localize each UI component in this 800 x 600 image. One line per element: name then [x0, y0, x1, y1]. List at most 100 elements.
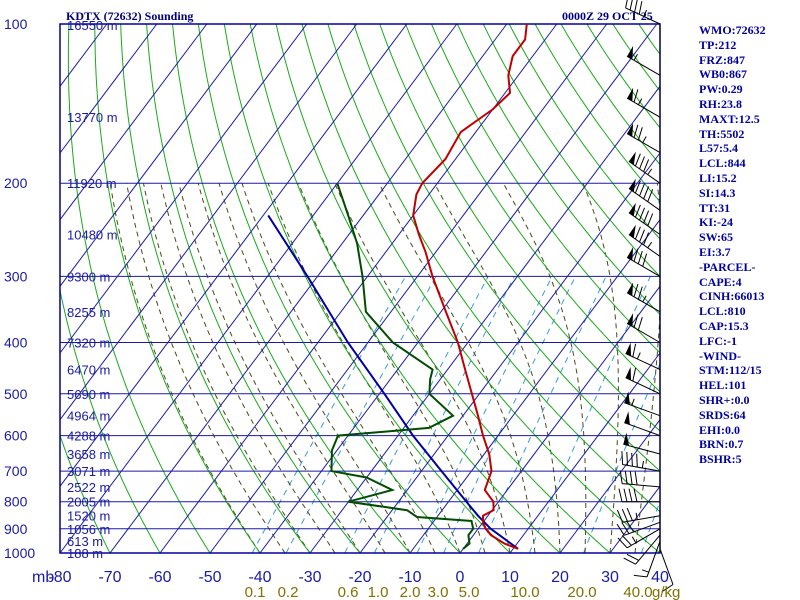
- wind-barb-staff: [626, 55, 661, 76]
- wind-barb-staff: [622, 483, 661, 488]
- wind-barb: [628, 178, 661, 211]
- wind-barb-flag: [639, 156, 645, 170]
- height-label: 3071 m: [67, 464, 110, 479]
- height-label: 16550 m: [67, 18, 118, 33]
- mixing-ratio-label: 3.0: [428, 584, 449, 600]
- wind-barb-flag: [618, 488, 623, 502]
- height-label: 9300 m: [67, 269, 110, 284]
- wind-barb-flag: [631, 452, 633, 467]
- temperature-tick-label: -60: [148, 569, 171, 586]
- sounding-index: KI:-24: [699, 215, 733, 230]
- isotherm-line: [109, 23, 508, 554]
- sounding-indices-panel: WMO:72632 TP:212 FRZ:847 WB0:867 PW:0.29 RH:2…: [699, 23, 766, 467]
- wind-barb-flag: [632, 367, 637, 382]
- isotherm-line: [59, 23, 408, 487]
- mixing-ratio-label: 40.0: [623, 584, 652, 600]
- height-label: 8255 m: [67, 305, 110, 320]
- sounding-index: EI:3.7: [699, 244, 731, 259]
- mixing-ratio-line: [285, 276, 437, 553]
- wind-barb-staff: [624, 402, 661, 417]
- sounding-datetime: 0000Z 29 OCT 25: [562, 9, 653, 23]
- dry-adiabat-line: [353, 24, 660, 472]
- wind-barb: [628, 151, 661, 184]
- sounding-index: RH:23.8: [699, 96, 742, 111]
- dry-adiabat-line: [146, 24, 361, 553]
- sounding-index: TT:31: [699, 200, 731, 215]
- dry-adiabat-line: [249, 24, 561, 553]
- wind-barb: [626, 123, 661, 154]
- wind-barb-flag: [647, 213, 654, 227]
- isotherm-line: [59, 23, 358, 421]
- mixing-ratio-label: 5.0: [459, 584, 480, 600]
- wind-barb-pennant: [628, 202, 636, 217]
- wind-barb-half-flag: [641, 569, 649, 573]
- height-label: 1056 m: [67, 522, 110, 537]
- temperature-tick-label: -80: [48, 569, 71, 586]
- wind-barb: [618, 488, 660, 503]
- mixing-ratio-label: 0.1: [245, 584, 266, 600]
- wind-barb-flag: [629, 471, 633, 485]
- wind-barb-staff: [628, 188, 661, 211]
- wind-barb-flag: [625, 520, 635, 533]
- wind-barb: [616, 520, 661, 536]
- wind-barb-staff: [626, 97, 661, 118]
- height-label: 5690 m: [67, 387, 110, 402]
- wind-barb-flag: [643, 186, 650, 199]
- moist-adiabat-line: [143, 183, 311, 553]
- height-label: 613 m: [67, 534, 103, 549]
- wind-barb-flag: [642, 253, 648, 267]
- wind-barb-flag: [643, 210, 650, 224]
- wind-barb-flag: [636, 453, 638, 468]
- dry-adiabat-line: [379, 24, 660, 432]
- wind-barb-pennant: [628, 151, 636, 165]
- isotherm-line: [409, 219, 661, 554]
- pressure-tick-label: 200: [4, 175, 28, 191]
- sounding-index: L57:5.4: [699, 141, 738, 156]
- moist-adiabat-line: [433, 182, 561, 553]
- wind-barb-half-flag: [647, 168, 653, 175]
- wind-barb-flag: [617, 537, 628, 549]
- dry-adiabat-line: [456, 24, 660, 316]
- sounding-index: EHI:0.0: [699, 422, 741, 437]
- wind-barb-flag: [634, 0, 638, 13]
- height-label: 11920 m: [67, 176, 117, 191]
- dewpoint-line: [330, 182, 475, 550]
- mixing-ratio-line: [478, 276, 607, 553]
- wind-barb-flag: [632, 343, 637, 358]
- wind-barb-staff: [626, 256, 661, 277]
- dry-adiabat-line: [60, 433, 111, 553]
- wind-barb-flag: [634, 180, 641, 194]
- dry-adiabat-line: [172, 24, 411, 553]
- sounding-index: PW:0.29: [699, 82, 743, 97]
- wind-barb-pennant: [627, 45, 634, 60]
- sounding-index: CINH:66013: [699, 289, 765, 304]
- wind-barb: [621, 451, 661, 472]
- dry-adiabat-line: [794, 24, 800, 553]
- wind-barb-flag: [639, 207, 645, 221]
- wind-barb-flag: [626, 553, 640, 561]
- wind-barb-pennant: [628, 224, 636, 239]
- wind-barb-flag: [624, 470, 628, 485]
- isotherm-line: [59, 23, 158, 154]
- dry-adiabat-line: [327, 24, 660, 513]
- wind-barb-staff: [622, 515, 661, 523]
- wind-barb-half-flag: [631, 398, 635, 406]
- wind-barb-flag: [637, 317, 643, 331]
- pressure-tick-label: 1000: [4, 545, 35, 561]
- wind-barb: [633, 541, 661, 578]
- isotherm-line: [259, 23, 658, 554]
- wind-barb: [628, 202, 661, 235]
- sounding-index: CAPE:4: [699, 274, 742, 289]
- mixing-ratio-line: [373, 276, 515, 553]
- sounding-index: WMO:72632: [699, 23, 766, 37]
- wind-barb-pennant: [627, 282, 634, 296]
- isotherm-line: [59, 23, 108, 87]
- isotherm-line: [209, 23, 608, 554]
- wind-barb-half-flag: [641, 460, 644, 468]
- temperature-tick-label: -10: [398, 569, 421, 586]
- wind-barb-staff: [626, 292, 661, 313]
- sounding-profiles: [267, 24, 528, 550]
- sounding-index: LFC:-1: [699, 333, 737, 348]
- wind-barb-flag: [621, 522, 630, 534]
- wind-barb: [628, 224, 661, 257]
